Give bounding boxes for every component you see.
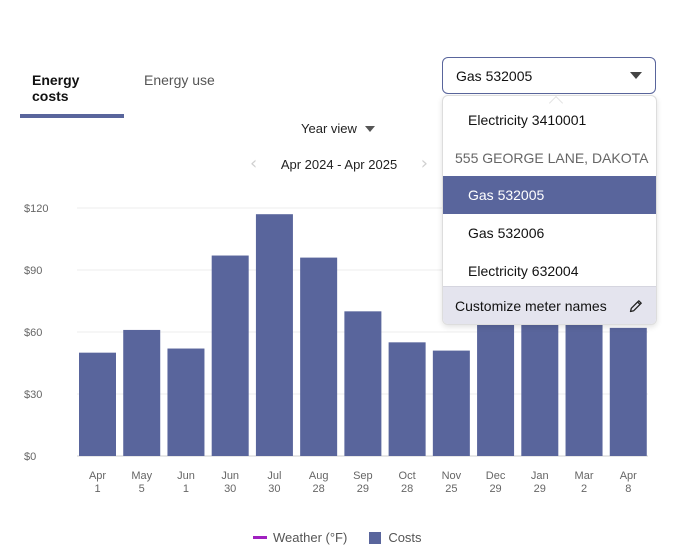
- pencil-icon: [629, 299, 642, 312]
- x-tick-label: Sep: [353, 470, 373, 482]
- cost-bar: [123, 329, 161, 456]
- cost-bar: [388, 342, 426, 456]
- x-tick-label: Mar: [575, 470, 594, 482]
- costs-legend-swatch: [369, 531, 382, 544]
- y-tick-label: $0: [24, 451, 36, 463]
- x-tick-label: 28: [313, 483, 325, 495]
- cost-bar: [477, 323, 515, 456]
- x-tick-label: Dec: [486, 470, 506, 482]
- cost-bar: [255, 214, 293, 456]
- x-tick-label: 30: [224, 483, 236, 495]
- x-tick-label: May: [131, 470, 152, 482]
- x-tick-label: Jun: [177, 470, 195, 482]
- chevron-right-icon[interactable]: ›: [420, 153, 428, 174]
- cost-bar: [432, 350, 470, 456]
- menu-item-gas-532005[interactable]: Gas 532005: [443, 176, 656, 214]
- x-tick-label: Apr: [89, 470, 106, 482]
- x-tick-label: 29: [357, 483, 369, 495]
- y-tick-label: $60: [24, 327, 42, 339]
- weather-legend-swatch: [253, 536, 267, 539]
- cost-bar: [565, 323, 603, 456]
- x-tick-label: 29: [534, 483, 546, 495]
- x-tick-label: 28: [401, 483, 413, 495]
- x-tick-label: Jul: [267, 470, 281, 482]
- x-tick-label: 25: [445, 483, 457, 495]
- costs-legend-label[interactable]: Costs: [388, 530, 422, 545]
- meter-select[interactable]: Gas 532005: [442, 57, 656, 94]
- cost-bar: [300, 257, 338, 456]
- x-tick-label: Nov: [442, 470, 462, 482]
- x-tick-label: Jan: [531, 470, 549, 482]
- year-view-label: Year view: [301, 121, 357, 136]
- date-range-label: Apr 2024 - Apr 2025: [280, 156, 398, 172]
- x-tick-label: Apr: [620, 470, 637, 482]
- x-tick-label: Jun: [221, 470, 239, 482]
- customize-meter-names-label: Customize meter names: [455, 297, 607, 314]
- y-tick-label: $120: [24, 203, 48, 215]
- weather-legend-label[interactable]: Weather (°F): [273, 530, 348, 545]
- x-tick-label: 2: [581, 483, 587, 495]
- x-tick-label: 30: [268, 483, 280, 495]
- x-tick-label: 1: [183, 483, 189, 495]
- menu-group-header: 555 GEORGE LANE, DAKOTA: [455, 150, 649, 166]
- cost-bar: [211, 255, 249, 456]
- date-range-nav: ‹ Apr 2024 - Apr 2025 ›: [250, 155, 428, 173]
- meter-dropdown-menu: Electricity 3410001 555 GEORGE LANE, DAK…: [442, 95, 657, 325]
- year-view-dropdown[interactable]: Year view: [301, 121, 375, 136]
- cost-bar: [609, 327, 647, 456]
- cost-bar-chart: $0$30$60$90$120Apr1May5Jun1Jun30Jul30Aug…: [24, 203, 648, 495]
- x-tick-label: 5: [139, 483, 145, 495]
- x-tick-label: Aug: [309, 470, 329, 482]
- menu-item-gas-532006[interactable]: Gas 532006: [468, 225, 545, 241]
- y-tick-label: $30: [24, 389, 42, 401]
- cost-bar: [167, 348, 205, 456]
- cost-bar: [79, 352, 116, 456]
- customize-meter-names-button[interactable]: Customize meter names: [443, 286, 656, 324]
- tab-energy-costs[interactable]: Energy costs: [20, 60, 124, 118]
- x-tick-label: 8: [625, 483, 631, 495]
- x-tick-label: 29: [489, 483, 501, 495]
- chevron-left-icon[interactable]: ‹: [250, 153, 258, 174]
- x-tick-label: Oct: [399, 470, 416, 482]
- caret-down-icon: [630, 72, 642, 79]
- menu-item-electricity-3410001[interactable]: Electricity 3410001: [468, 112, 587, 128]
- x-tick-label: 1: [94, 483, 100, 495]
- tab-bar: Energy costs Energy use: [20, 60, 227, 118]
- chart-legend: Weather (°F) Costs: [253, 530, 422, 545]
- cost-bar: [521, 323, 559, 456]
- caret-down-icon: [364, 125, 375, 132]
- y-tick-label: $90: [24, 265, 42, 277]
- cost-bar: [344, 311, 382, 456]
- menu-item-electricity-632004[interactable]: Electricity 632004: [468, 263, 579, 279]
- meter-select-value: Gas 532005: [456, 67, 533, 84]
- tab-energy-use[interactable]: Energy use: [144, 72, 215, 88]
